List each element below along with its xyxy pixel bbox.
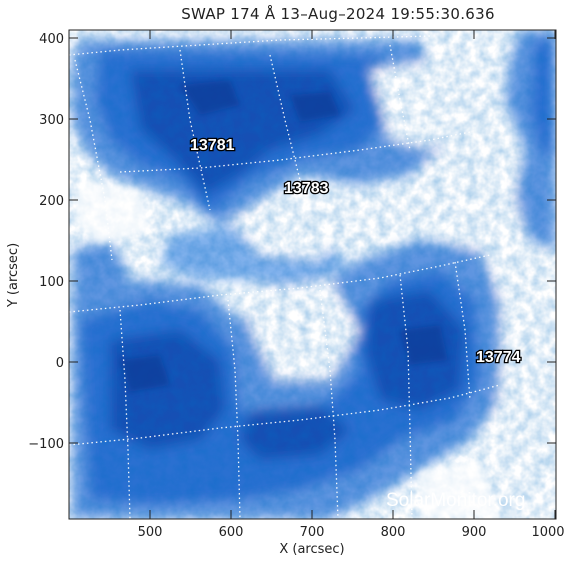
y-tick-label: 0 — [56, 356, 64, 371]
image-title: SWAP 174 Å 13–Aug–2024 19:55:30.636 — [181, 4, 495, 23]
y-tick-label: 300 — [39, 113, 64, 128]
coordinate-grid — [69, 35, 501, 519]
x-axis-label: X (arcsec) — [279, 542, 344, 557]
watermark: SolarMonitor.org — [386, 490, 525, 511]
y-tick-label: −100 — [28, 437, 64, 452]
region-label-13781: 13781 — [190, 137, 235, 154]
y-tick-label: 400 — [39, 32, 64, 47]
x-tick-label: 700 — [300, 525, 325, 540]
y-axis — [69, 37, 556, 444]
x-axis — [149, 30, 556, 519]
y-axis-label: Y (arcsec) — [6, 243, 21, 308]
x-tick-label: 600 — [219, 525, 244, 540]
x-tick-label: 800 — [381, 525, 406, 540]
x-tick-label: 500 — [138, 525, 163, 540]
solar-image: 13781 13783 13774 SolarMonitor.org — [69, 30, 556, 519]
region-label-13783: 13783 — [284, 180, 329, 197]
x-tick-label: 900 — [462, 525, 487, 540]
region-label-13774: 13774 — [476, 349, 521, 366]
y-tick-label: 200 — [39, 194, 64, 209]
fine-structure — [75, 80, 500, 519]
x-tick-label: 1000 — [531, 525, 564, 540]
y-tick-label: 100 — [39, 275, 64, 290]
